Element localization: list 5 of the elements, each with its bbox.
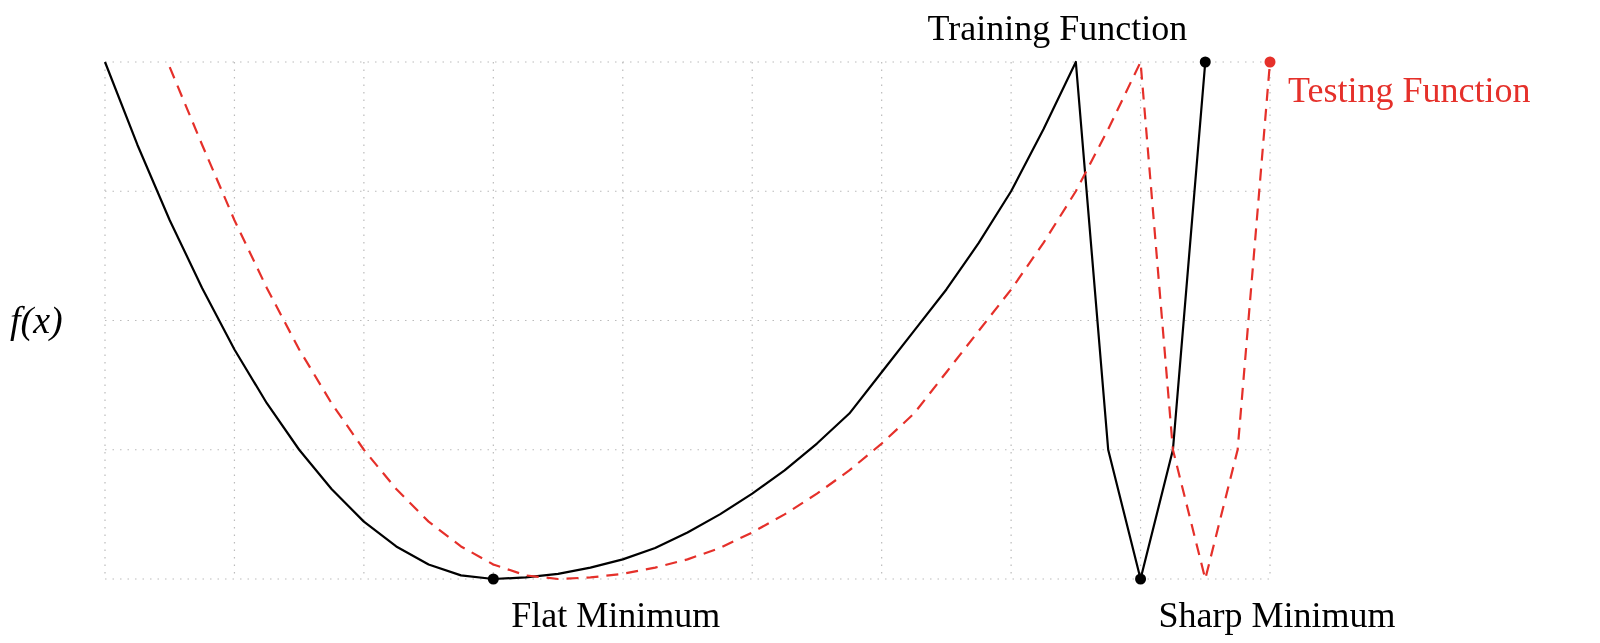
- series-label: Training Function: [927, 8, 1188, 48]
- series-label: Testing Function: [1288, 70, 1531, 110]
- text: Sharp Minimum: [1158, 595, 1396, 635]
- y-axis-title: f(x): [10, 298, 63, 342]
- text: Flat Minimum: [511, 595, 721, 635]
